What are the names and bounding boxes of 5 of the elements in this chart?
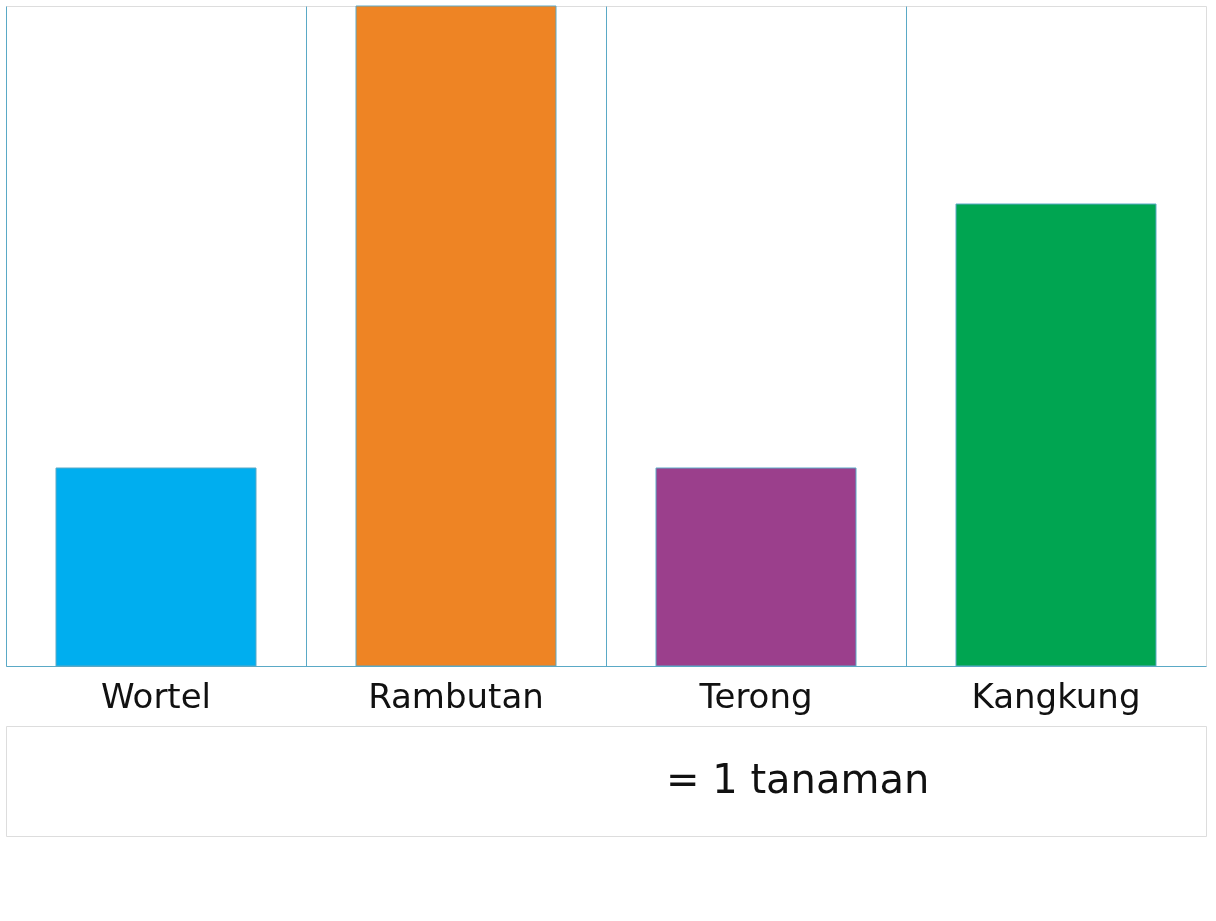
x-tick-label: Kangkung [971,675,1141,716]
x-tick-label: Terong [698,675,813,716]
x-tick-label: Rambutan [368,675,544,716]
text: = 1 tanaman [666,756,930,802]
x-tick-label: Wortel [100,675,212,716]
